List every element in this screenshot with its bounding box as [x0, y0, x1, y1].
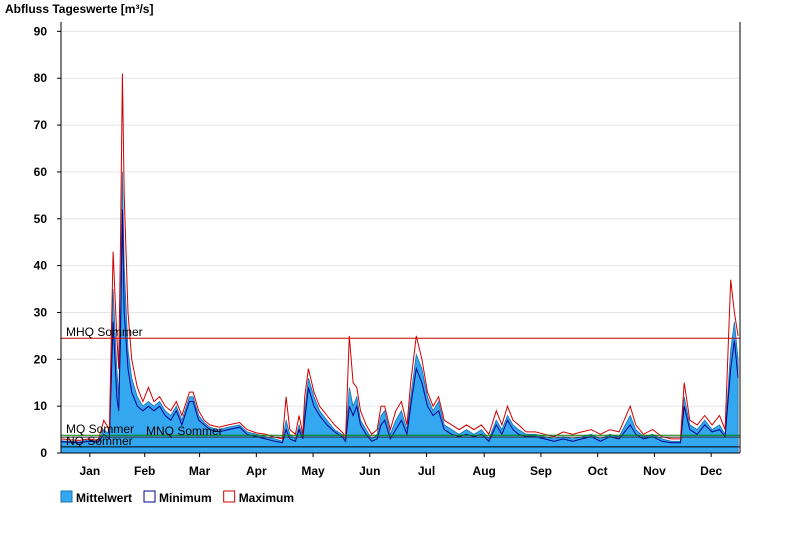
- reference-label: MHQ Sommer: [66, 325, 143, 339]
- y-tick-label: 80: [34, 71, 48, 85]
- reference-label: MNQ Sommer: [146, 424, 223, 438]
- legend-swatch: [60, 490, 73, 503]
- x-tick-label: May: [301, 464, 325, 478]
- y-tick-label: 30: [34, 305, 48, 319]
- legend-label: Maximum: [239, 491, 294, 505]
- x-tick-label: Jan: [79, 464, 100, 478]
- y-tick-label: 70: [34, 118, 48, 132]
- legend-label: Mittelwert: [76, 491, 132, 505]
- y-tick-label: 50: [34, 212, 48, 226]
- x-tick-label: Nov: [643, 464, 666, 478]
- reference-label: MQ Sommer: [66, 422, 134, 436]
- x-tick-label: Oct: [588, 464, 608, 478]
- x-tick-label: Jul: [418, 464, 435, 478]
- y-tick-label: 60: [34, 165, 48, 179]
- x-tick-label: Mar: [189, 464, 211, 478]
- y-tick-label: 10: [34, 399, 48, 413]
- legend-label: Minimum: [159, 491, 212, 505]
- y-tick-label: 20: [34, 352, 48, 366]
- y-tick-label: 0: [40, 446, 47, 460]
- y-tick-label: 40: [34, 259, 48, 273]
- legend-swatch: [223, 490, 236, 503]
- x-tick-label: Sep: [530, 464, 552, 478]
- chart-title: Abfluss Tageswerte [m³/s]: [5, 2, 153, 16]
- x-tick-label: Dec: [700, 464, 722, 478]
- y-tick-label: 90: [34, 24, 48, 38]
- x-tick-label: Jun: [359, 464, 380, 478]
- x-tick-label: Apr: [246, 464, 267, 478]
- reference-label: NQ Sommer: [66, 434, 133, 448]
- legend-swatch: [143, 490, 156, 503]
- x-tick-label: Aug: [473, 464, 496, 478]
- line: [60, 73, 739, 441]
- x-tick-label: Feb: [134, 464, 155, 478]
